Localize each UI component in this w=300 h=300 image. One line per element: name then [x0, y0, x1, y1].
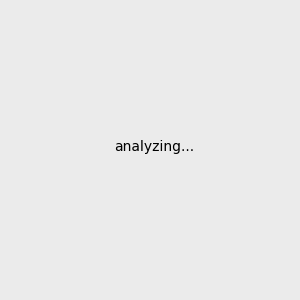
Text: analyzing...: analyzing... [114, 140, 194, 154]
